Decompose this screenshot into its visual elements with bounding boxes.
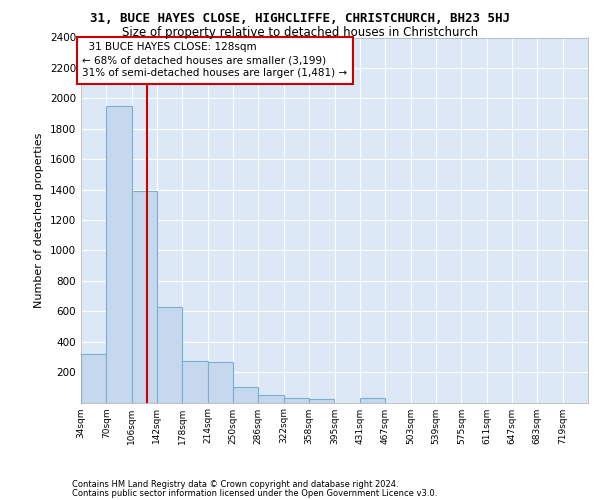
Bar [208,362,233,403]
Bar [258,395,284,402]
Bar [131,191,157,402]
Bar [81,354,106,403]
Y-axis label: Number of detached properties: Number of detached properties [34,132,44,308]
Bar [360,398,385,402]
Bar [284,398,309,402]
Bar [157,306,182,402]
Bar [182,362,208,403]
Bar [106,106,131,403]
Text: 31 BUCE HAYES CLOSE: 128sqm
← 68% of detached houses are smaller (3,199)
31% of : 31 BUCE HAYES CLOSE: 128sqm ← 68% of det… [82,42,347,78]
Text: Size of property relative to detached houses in Christchurch: Size of property relative to detached ho… [122,26,478,39]
Text: 31, BUCE HAYES CLOSE, HIGHCLIFFE, CHRISTCHURCH, BH23 5HJ: 31, BUCE HAYES CLOSE, HIGHCLIFFE, CHRIST… [90,12,510,26]
Text: Contains public sector information licensed under the Open Government Licence v3: Contains public sector information licen… [72,488,437,498]
Bar [233,388,258,402]
Text: Contains HM Land Registry data © Crown copyright and database right 2024.: Contains HM Land Registry data © Crown c… [72,480,398,489]
Bar [309,400,334,402]
